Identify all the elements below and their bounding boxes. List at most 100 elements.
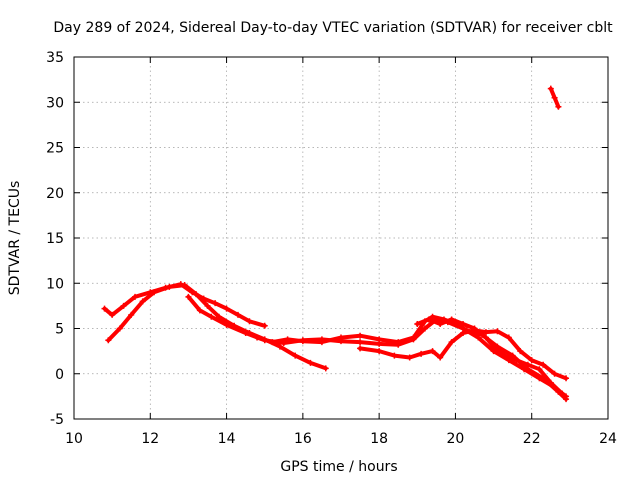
data-point [460, 330, 467, 337]
data-point [116, 325, 123, 332]
data-point [223, 305, 230, 312]
x-tick-label: 18 [370, 431, 388, 447]
y-tick-label: 5 [55, 322, 64, 338]
data-point [429, 348, 436, 355]
data-point [276, 343, 283, 350]
data-point [128, 311, 135, 318]
data-point [406, 354, 413, 361]
x-tick-label: 14 [218, 431, 236, 447]
data-point [559, 390, 566, 397]
data-point [563, 396, 570, 403]
x-tick-label: 20 [447, 431, 465, 447]
data-point [448, 316, 455, 323]
data-point [208, 313, 215, 320]
data-point [540, 361, 547, 368]
data-point [429, 313, 436, 320]
data-point [338, 334, 344, 341]
y-tick-label: 0 [55, 367, 64, 383]
data-point [109, 311, 116, 318]
grid-lines [74, 57, 608, 419]
y-tick-label: 20 [46, 186, 64, 202]
data-point [307, 359, 314, 366]
x-tick-label: 12 [141, 431, 159, 447]
data-point [357, 339, 364, 346]
y-tick-label: 35 [46, 50, 64, 66]
x-tick-label: 24 [599, 431, 617, 447]
data-point [120, 302, 127, 309]
data-point [132, 293, 139, 300]
series-track-7 [547, 85, 562, 110]
data-point [223, 321, 230, 328]
data-point [414, 320, 421, 327]
chart-title: Day 289 of 2024, Sidereal Day-to-day VTE… [53, 20, 613, 36]
data-point [410, 334, 417, 341]
data-point [193, 291, 200, 298]
data-point [357, 332, 364, 339]
data-point [421, 325, 428, 332]
data-point [391, 352, 398, 359]
data-point [505, 334, 512, 341]
data-point [425, 316, 432, 323]
data-point [547, 379, 554, 386]
series-line [358, 328, 568, 381]
series-line [186, 294, 568, 399]
data-point [376, 336, 383, 343]
data-point [284, 336, 291, 343]
data-point [460, 320, 467, 327]
x-tick-label: 16 [294, 431, 312, 447]
y-tick-label: 30 [46, 95, 64, 111]
data-point [563, 375, 570, 382]
data-point [555, 103, 562, 110]
data-point [204, 302, 211, 309]
y-tick-label: 15 [46, 231, 64, 247]
data-point [502, 352, 509, 359]
data-point [376, 348, 383, 355]
y-axis-title: SDTVAR / TECUs [7, 181, 23, 296]
series-track-6 [414, 316, 566, 397]
data-point [494, 328, 501, 335]
data-point [139, 298, 146, 305]
data-point [551, 370, 558, 377]
plot-frame [73, 56, 609, 420]
data-point [437, 320, 444, 327]
data-point [524, 361, 531, 368]
data-point [482, 334, 489, 341]
y-tick-label: 25 [46, 141, 64, 157]
data-point [242, 330, 249, 337]
data-point [318, 339, 325, 346]
data-point [513, 357, 520, 364]
data-point [357, 345, 364, 352]
data-point [322, 365, 329, 372]
data-point [181, 282, 188, 289]
data-point [536, 366, 543, 373]
data-point [299, 338, 306, 345]
data-point [292, 352, 299, 359]
data-point [261, 322, 268, 329]
y-tick-label: -5 [50, 412, 64, 428]
data-point [196, 307, 203, 314]
y-tick-label: 10 [46, 276, 64, 292]
data-point [528, 357, 535, 364]
x-tick-label: 10 [65, 431, 83, 447]
x-tick-label: 22 [523, 431, 541, 447]
data-point [212, 300, 219, 307]
data-point [105, 337, 112, 344]
series-track-5 [357, 327, 570, 382]
data-point [269, 339, 276, 346]
data-point [471, 325, 478, 332]
axes: 10 12 14 16 18 20 22 24 -5 0 5 10 15 20 25 30 35 [46, 50, 617, 447]
series-track-3 [185, 293, 570, 400]
data-point [246, 318, 253, 325]
data-point [517, 348, 524, 355]
data-point [418, 350, 425, 357]
data-point [547, 85, 554, 92]
data-point [254, 334, 261, 341]
data-point [151, 289, 158, 296]
data-point [166, 283, 173, 290]
data-series [101, 85, 570, 403]
data-point [437, 354, 444, 361]
data-point [490, 343, 497, 350]
data-point [185, 293, 192, 300]
data-point [482, 329, 489, 336]
